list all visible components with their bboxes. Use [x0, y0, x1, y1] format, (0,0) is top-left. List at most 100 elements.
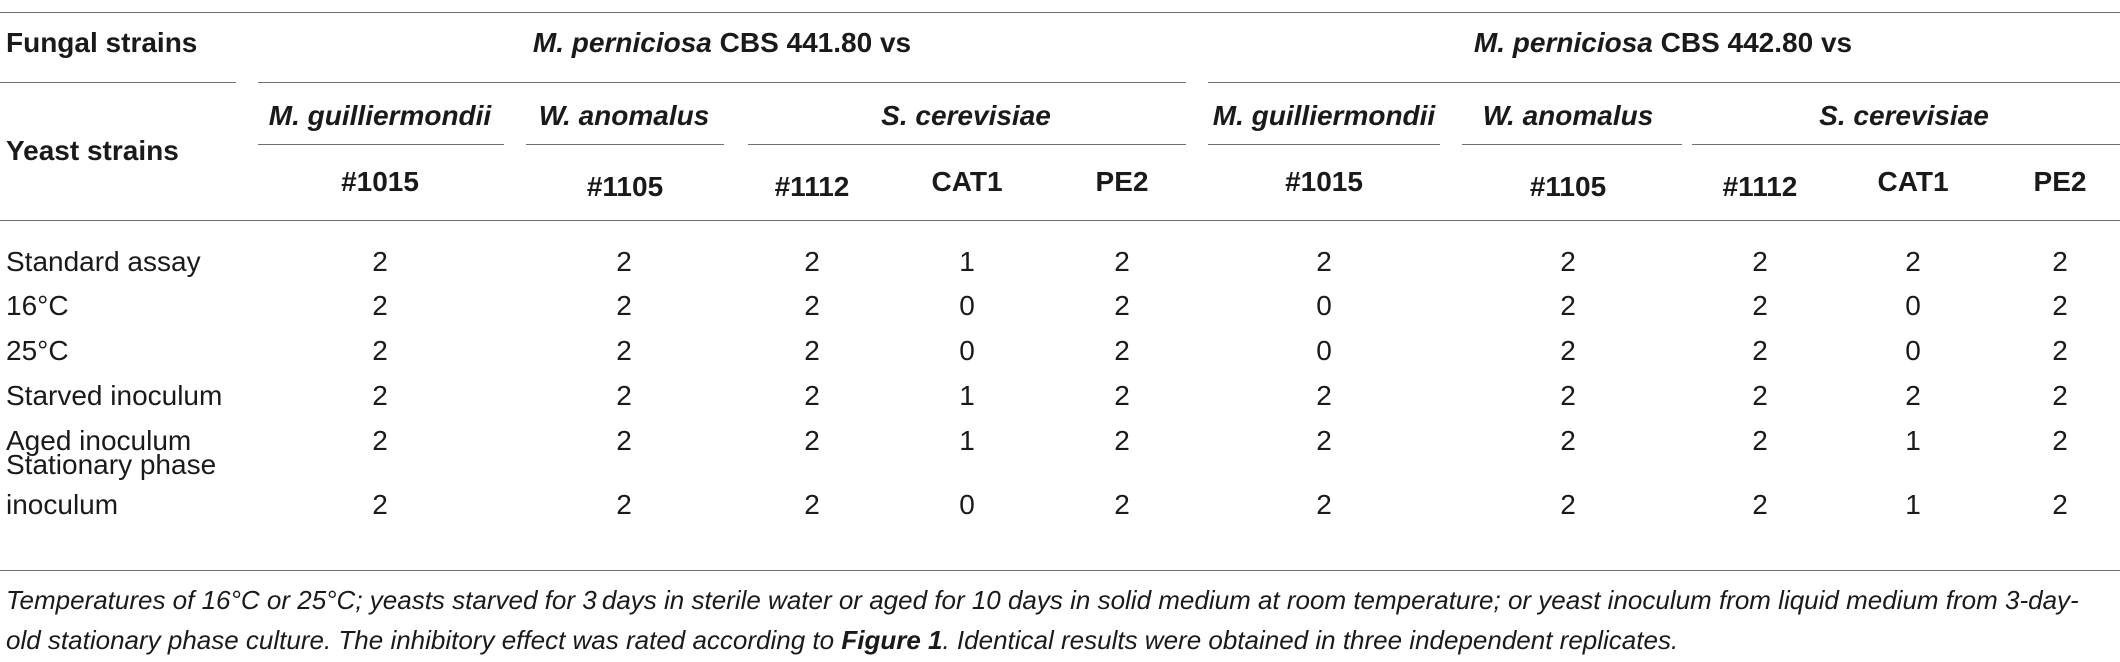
rule-under-fungal-label — [0, 82, 236, 83]
table-cell: 2 — [616, 335, 632, 366]
table-cell: 2 — [1560, 290, 1576, 321]
table-cell: 2 — [372, 425, 388, 456]
rule-species-4 — [1208, 144, 1440, 145]
table-cell: 0 — [1905, 335, 1921, 366]
table-cell: 2 — [1114, 425, 1130, 456]
table-cell: 0 — [1905, 290, 1921, 321]
species-anomalus-1: W. anomalus — [538, 100, 710, 131]
table-cell: 2 — [616, 380, 632, 411]
group-header-442: M. perniciosa CBS 442.80 vs — [1474, 26, 1852, 60]
table-cell: 2 — [1560, 425, 1576, 456]
species-anomalus-2: W. anomalus — [1482, 100, 1654, 131]
table-cell: 2 — [1752, 489, 1768, 520]
table-cell: 0 — [959, 489, 975, 520]
table-cell: 2 — [2052, 425, 2068, 456]
table-cell: 2 — [1752, 335, 1768, 366]
strain-pe2-2: PE2 — [2033, 166, 2087, 197]
table-cell: 2 — [1752, 290, 1768, 321]
rule-header-bottom — [0, 220, 2120, 221]
row-label: 25°C — [6, 335, 69, 366]
table-cell: 2 — [2052, 380, 2068, 411]
table-cell: 2 — [804, 489, 820, 520]
strain-1105-2: #1105 — [1529, 171, 1607, 202]
table-cell: 2 — [2052, 489, 2068, 520]
rule-species-2 — [526, 144, 724, 145]
table-cell: 1 — [959, 246, 975, 277]
strain-1015-2: #1015 — [1285, 166, 1363, 197]
fungal-strains-label: Fungal strains — [6, 27, 198, 58]
table-cell: 2 — [1316, 380, 1332, 411]
rule-species-5 — [1462, 144, 1682, 145]
table-cell: 2 — [1316, 489, 1332, 520]
row-label: Aged inoculum — [6, 425, 192, 456]
table-cell: 1 — [959, 380, 975, 411]
table-cell: 0 — [959, 335, 975, 366]
table-cell: 2 — [1752, 425, 1768, 456]
table-cell: 2 — [1316, 246, 1332, 277]
group-header-441-suffix: CBS 441.80 vs — [711, 27, 912, 58]
table-cell: 2 — [372, 489, 388, 520]
table-cell: 2 — [1905, 246, 1921, 277]
table-cell: 2 — [804, 425, 820, 456]
group-header-441: M. perniciosa CBS 441.80 vs — [533, 26, 911, 60]
table-cell: 2 — [372, 380, 388, 411]
table-cell: 1 — [959, 425, 975, 456]
species-guilliermondii-2: M. guilliermondii — [1212, 100, 1436, 131]
table-cell: 2 — [1316, 425, 1332, 456]
group-header-442-species: M. perniciosa — [1473, 27, 1653, 58]
strain-pe2-1: PE2 — [1095, 166, 1149, 197]
table-cell: 1 — [1905, 489, 1921, 520]
table-cell: 2 — [1560, 489, 1576, 520]
rule-species-1 — [258, 144, 504, 145]
table-cell: 2 — [1114, 290, 1130, 321]
table-cell: 2 — [616, 489, 632, 520]
rule-body-bottom — [0, 570, 2120, 571]
table-cell: 2 — [804, 246, 820, 277]
rule-species-3 — [748, 144, 1186, 145]
yeast-strains-label: Yeast strains — [6, 135, 179, 166]
table-cell: 2 — [1752, 380, 1768, 411]
strain-1112-1: #1112 — [774, 171, 850, 202]
table-cell: 2 — [804, 380, 820, 411]
species-cerevisiae-1: S. cerevisiae — [881, 100, 1051, 131]
table-cell: 0 — [1316, 335, 1332, 366]
table-cell: 2 — [1114, 489, 1130, 520]
footnote-figure-ref[interactable]: Figure 1 — [841, 625, 943, 655]
table-cell: 2 — [1560, 246, 1576, 277]
strain-cat1-2: CAT1 — [1877, 166, 1949, 197]
footnote-text-2: . Identical results were obtained in thr… — [942, 625, 1679, 655]
table-cell: 2 — [1560, 335, 1576, 366]
footnote-text-1: Temperatures of 16°C or 25°C; yeasts sta… — [6, 585, 2079, 655]
table-cell: 1 — [1905, 425, 1921, 456]
table-cell: 2 — [804, 290, 820, 321]
rule-species-6 — [1692, 144, 2120, 145]
table-cell: 2 — [1905, 380, 1921, 411]
group-header-442-suffix: CBS 442.80 vs — [1652, 27, 1853, 58]
rule-group2 — [1208, 82, 2120, 83]
table-cell: 0 — [1316, 290, 1332, 321]
row-label-line2: inoculum — [6, 489, 119, 520]
table-cell: 2 — [804, 335, 820, 366]
table-cell: 2 — [1114, 335, 1130, 366]
group-header-441-species: M. perniciosa — [532, 27, 712, 58]
table-cell: 2 — [1114, 380, 1130, 411]
species-guilliermondii-1: M. guilliermondii — [268, 100, 492, 131]
table-cell: 2 — [2052, 335, 2068, 366]
table-cell: 2 — [616, 425, 632, 456]
strain-cat1-1: CAT1 — [931, 166, 1003, 197]
row-label: 16°C — [6, 290, 69, 321]
species-cerevisiae-2: S. cerevisiae — [1819, 100, 1989, 131]
row-label: Starved inoculum — [6, 380, 223, 411]
table-cell: 2 — [1114, 246, 1130, 277]
table-footnote: Temperatures of 16°C or 25°C; yeasts sta… — [6, 580, 2106, 660]
table-cell: 2 — [372, 335, 388, 366]
row-label: Standard assay — [6, 246, 201, 277]
table-cell: 2 — [1560, 380, 1576, 411]
table-cell: 2 — [1752, 246, 1768, 277]
row-label-line1: Stationary phase — [6, 449, 217, 480]
table-cell: 0 — [959, 290, 975, 321]
table-cell: 2 — [2052, 246, 2068, 277]
strain-1105-1: #1105 — [586, 171, 664, 202]
strain-1015-1: #1015 — [341, 166, 419, 197]
